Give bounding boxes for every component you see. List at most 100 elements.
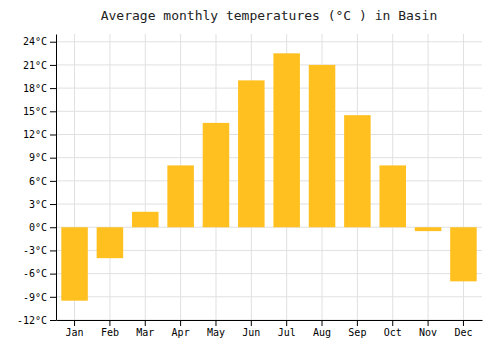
y-tick-mark	[50, 227, 56, 228]
y-tick: 24°C	[23, 36, 56, 47]
y-tick-label: -12°C	[17, 315, 47, 326]
y-tick: -9°C	[23, 292, 56, 303]
x-tick: Oct	[384, 320, 402, 338]
y-tick-mark	[50, 65, 56, 66]
y-tick: -6°C	[23, 268, 56, 279]
plot-area	[61, 53, 476, 300]
y-tick-label: 21°C	[23, 60, 47, 71]
x-tick-mark	[74, 320, 75, 326]
x-tick-label: May	[207, 327, 225, 338]
x-tick-mark	[286, 320, 287, 326]
x-tick: Aug	[313, 320, 331, 338]
x-tick-label: Jan	[66, 327, 84, 338]
x-tick-label: Dec	[454, 327, 472, 338]
y-grid-line	[56, 134, 482, 135]
chart: -12°C-9°C-6°C-3°C0°C3°C6°C9°C12°C15°C18°…	[0, 0, 500, 350]
y-tick-label: 0°C	[29, 222, 47, 233]
x-tick-label: Aug	[313, 327, 331, 338]
x-tick: Mar	[136, 320, 154, 338]
y-tick: 3°C	[29, 199, 56, 210]
x-tick-label: Jun	[242, 327, 260, 338]
bar	[132, 212, 159, 227]
x-tick: Jul	[278, 320, 296, 338]
y-tick: -12°C	[17, 315, 56, 326]
y-tick-label: -3°C	[23, 245, 47, 256]
y-tick-mark	[50, 181, 56, 182]
y-tick-mark	[50, 88, 56, 89]
x-tick: Jun	[242, 320, 260, 338]
bar	[167, 165, 194, 227]
y-grid-line	[56, 157, 482, 158]
x-grid-line	[428, 34, 429, 320]
x-tick-mark	[322, 320, 323, 326]
x-tick-mark	[109, 320, 110, 326]
x-tick-label: Nov	[419, 327, 437, 338]
x-tick-mark	[215, 320, 216, 326]
x-tick: Sep	[348, 320, 366, 338]
x-tick-label: Apr	[172, 327, 190, 338]
y-tick: 0°C	[29, 222, 56, 233]
y-tick-label: 15°C	[23, 106, 47, 117]
x-tick-mark	[145, 320, 146, 326]
grid	[56, 34, 482, 320]
y-tick: 9°C	[29, 152, 56, 163]
x-tick-label: Mar	[136, 327, 154, 338]
x-tick-mark	[428, 320, 429, 326]
y-grid-line	[56, 64, 482, 65]
x-tick-mark	[463, 320, 464, 326]
y-tick: 6°C	[29, 176, 56, 187]
x-tick-label: Feb	[101, 327, 119, 338]
y-grid-line	[56, 180, 482, 181]
bar	[203, 123, 230, 227]
y-axis: -12°C-9°C-6°C-3°C0°C3°C6°C9°C12°C15°C18°…	[17, 35, 57, 326]
bar	[309, 65, 336, 227]
x-tick-label: Jul	[278, 327, 296, 338]
y-tick-label: -6°C	[23, 268, 47, 279]
y-tick-label: 3°C	[29, 199, 47, 210]
y-grid-line	[56, 204, 482, 205]
y-tick: 21°C	[23, 60, 56, 71]
bar	[238, 80, 265, 227]
bar	[273, 53, 300, 227]
y-tick-label: 9°C	[29, 152, 47, 163]
x-grid-line	[145, 34, 146, 320]
x-tick: Dec	[454, 320, 472, 338]
bar	[97, 227, 124, 258]
y-tick-mark	[50, 111, 56, 112]
y-grid-line	[56, 273, 482, 274]
y-tick-label: -9°C	[23, 292, 47, 303]
y-tick-label: 24°C	[23, 36, 47, 47]
x-tick-mark	[357, 320, 358, 326]
y-tick-mark	[50, 274, 56, 275]
x-tick: Apr	[172, 320, 190, 338]
y-grid-line	[56, 41, 482, 42]
x-tick-label: Sep	[348, 327, 366, 338]
x-tick: Nov	[419, 320, 437, 338]
y-tick-label: 6°C	[29, 176, 47, 187]
y-tick: -3°C	[23, 245, 56, 256]
y-tick-mark	[50, 297, 56, 298]
x-tick-mark	[180, 320, 181, 326]
y-tick: 15°C	[23, 106, 56, 117]
x-tick: Jan	[66, 320, 84, 338]
y-tick-mark	[50, 158, 56, 159]
x-tick-mark	[392, 320, 393, 326]
x-grid-line	[109, 34, 110, 320]
y-tick-mark	[50, 320, 56, 321]
x-axis: Jan Feb Mar Apr May Jun Jul Aug Sep Oct Nov Dec	[57, 320, 483, 338]
bar	[450, 227, 477, 281]
y-tick-mark	[50, 204, 56, 205]
bar	[344, 115, 371, 227]
title: Average monthly temperatures (°C ) in Ba…	[101, 8, 438, 23]
y-axis-line	[56, 35, 57, 321]
y-grid-line	[56, 88, 482, 89]
x-tick-mark	[251, 320, 252, 326]
x-axis-line	[57, 320, 483, 321]
bar	[61, 227, 88, 300]
x-tick: Feb	[101, 320, 119, 338]
y-grid-line	[56, 111, 482, 112]
y-tick-mark	[50, 134, 56, 135]
x-tick-label: Oct	[384, 327, 402, 338]
y-tick-label: 18°C	[23, 83, 47, 94]
y-tick-mark	[50, 42, 56, 43]
